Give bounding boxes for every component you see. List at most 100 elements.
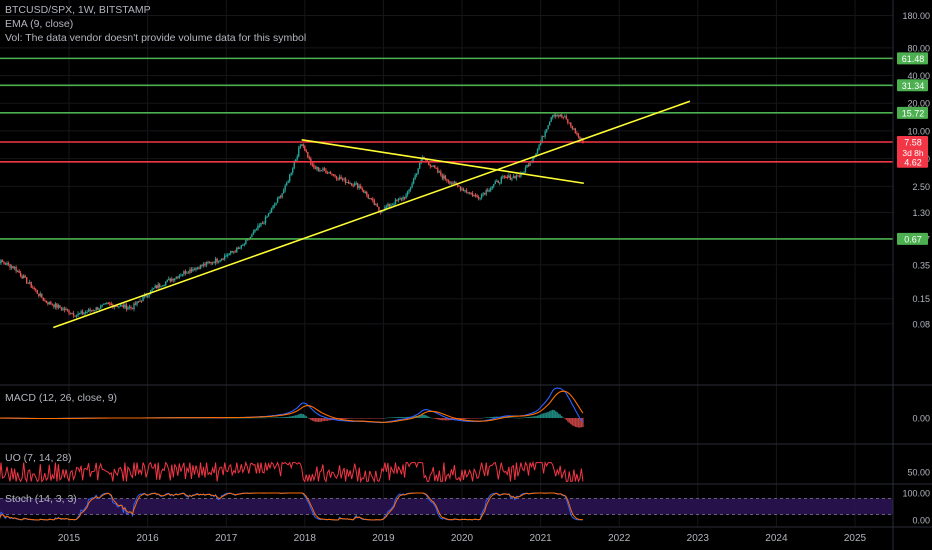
candle[interactable] — [172, 278, 174, 281]
candle[interactable] — [228, 253, 230, 256]
candle[interactable] — [553, 114, 555, 116]
candle[interactable] — [13, 267, 16, 269]
candle[interactable] — [545, 129, 548, 132]
macd-legend[interactable]: MACD (12, 26, close, 9) — [5, 392, 118, 404]
candle[interactable] — [411, 183, 413, 188]
candle[interactable] — [33, 288, 35, 290]
candle[interactable] — [387, 203, 389, 207]
candle[interactable] — [361, 188, 363, 191]
candle[interactable] — [299, 145, 301, 148]
candle[interactable] — [279, 196, 282, 198]
candle[interactable] — [532, 157, 534, 161]
candle[interactable] — [187, 272, 190, 274]
candle[interactable] — [134, 303, 137, 305]
candle[interactable] — [196, 267, 199, 269]
candle[interactable] — [517, 175, 519, 177]
candle[interactable] — [266, 216, 268, 218]
candle[interactable] — [372, 198, 374, 201]
candle[interactable] — [225, 255, 227, 257]
candle[interactable] — [124, 304, 126, 308]
candle[interactable] — [576, 133, 578, 135]
candle[interactable] — [474, 194, 477, 196]
candle[interactable] — [329, 172, 332, 175]
candle[interactable] — [431, 166, 433, 168]
candle[interactable] — [394, 199, 397, 205]
candle[interactable] — [119, 305, 122, 307]
candle[interactable] — [74, 315, 76, 317]
candle[interactable] — [145, 294, 147, 297]
candle[interactable] — [547, 125, 549, 130]
candle[interactable] — [168, 278, 170, 280]
candle[interactable] — [240, 245, 243, 248]
candle[interactable] — [269, 212, 271, 214]
candle[interactable] — [449, 181, 451, 184]
candle[interactable] — [555, 114, 557, 117]
candle[interactable] — [503, 176, 506, 178]
candle[interactable] — [326, 173, 329, 175]
candle[interactable] — [500, 177, 502, 183]
candle[interactable] — [151, 289, 153, 291]
candle[interactable] — [337, 178, 339, 180]
candle[interactable] — [227, 255, 229, 257]
candle[interactable] — [349, 183, 351, 185]
candle[interactable] — [60, 307, 63, 310]
candle[interactable] — [36, 290, 38, 294]
candle[interactable] — [450, 182, 453, 184]
candle[interactable] — [462, 188, 465, 192]
candle[interactable] — [479, 197, 481, 199]
candle[interactable] — [483, 193, 486, 195]
candle[interactable] — [573, 128, 575, 130]
candle[interactable] — [539, 141, 542, 146]
candle[interactable] — [152, 288, 155, 290]
candle[interactable] — [399, 198, 401, 200]
level-tag[interactable] — [897, 155, 928, 168]
candle[interactable] — [252, 231, 255, 235]
candle[interactable] — [334, 174, 336, 177]
level-tag[interactable] — [897, 52, 928, 65]
candle[interactable] — [458, 185, 460, 187]
candle[interactable] — [0, 260, 2, 264]
candle[interactable] — [65, 309, 67, 311]
candle[interactable] — [335, 176, 338, 179]
candle[interactable] — [541, 136, 543, 142]
candle[interactable] — [520, 173, 522, 177]
candle[interactable] — [582, 138, 584, 144]
candle[interactable] — [453, 181, 456, 184]
candle[interactable] — [213, 262, 215, 264]
candle[interactable] — [56, 303, 58, 308]
candle[interactable] — [363, 190, 365, 193]
candle[interactable] — [25, 277, 28, 283]
candle[interactable] — [202, 263, 205, 266]
candle[interactable] — [292, 168, 294, 173]
candle[interactable] — [81, 311, 84, 314]
candle[interactable] — [231, 250, 233, 252]
candle[interactable] — [35, 289, 37, 291]
candle[interactable] — [429, 165, 431, 167]
candle[interactable] — [562, 116, 564, 118]
candle[interactable] — [230, 250, 232, 254]
candle[interactable] — [437, 168, 439, 173]
candle[interactable] — [305, 150, 308, 152]
candle[interactable] — [381, 210, 383, 213]
candle[interactable] — [15, 267, 17, 272]
candle[interactable] — [255, 229, 258, 231]
candle[interactable] — [298, 147, 300, 157]
candle[interactable] — [423, 156, 425, 159]
candle[interactable] — [216, 258, 218, 262]
candle[interactable] — [317, 167, 320, 171]
candle[interactable] — [468, 192, 471, 194]
macd-pane[interactable] — [0, 387, 584, 428]
candle[interactable] — [166, 279, 168, 282]
candle[interactable] — [344, 178, 347, 183]
candle[interactable] — [465, 190, 468, 192]
candle[interactable] — [127, 307, 129, 310]
candle[interactable] — [7, 263, 10, 265]
candle[interactable] — [287, 181, 289, 183]
candle[interactable] — [295, 159, 297, 163]
candle[interactable] — [211, 262, 214, 264]
candle[interactable] — [428, 162, 430, 166]
candle[interactable] — [68, 310, 70, 314]
candle[interactable] — [323, 168, 326, 171]
candle[interactable] — [118, 306, 120, 308]
